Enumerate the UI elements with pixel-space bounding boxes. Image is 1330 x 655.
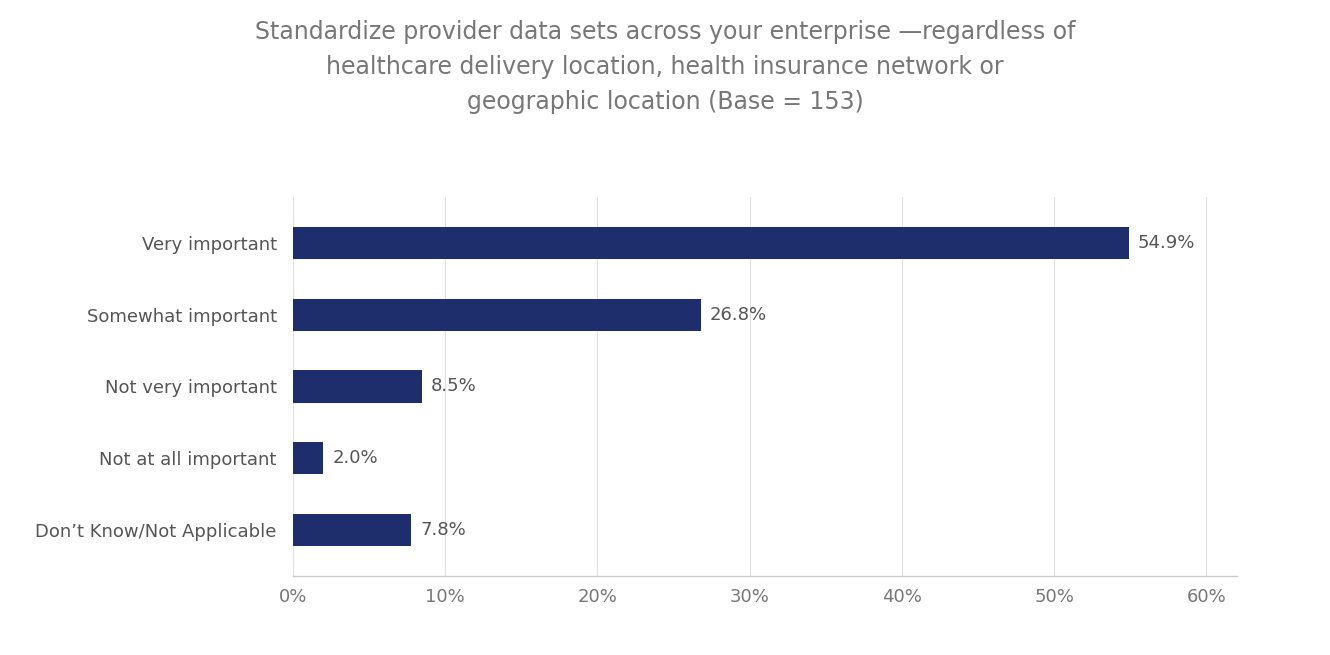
Bar — [293, 227, 1129, 259]
Text: 54.9%: 54.9% — [1138, 234, 1196, 252]
Bar — [293, 370, 422, 403]
Bar — [293, 514, 411, 546]
Text: 2.0%: 2.0% — [332, 449, 378, 467]
Text: 8.5%: 8.5% — [431, 377, 477, 396]
Text: 7.8%: 7.8% — [420, 521, 467, 539]
Text: 26.8%: 26.8% — [710, 306, 767, 324]
Bar — [293, 442, 323, 474]
Text: Standardize provider data sets across your enterprise —regardless of
healthcare : Standardize provider data sets across yo… — [255, 20, 1075, 115]
Bar — [293, 299, 701, 331]
